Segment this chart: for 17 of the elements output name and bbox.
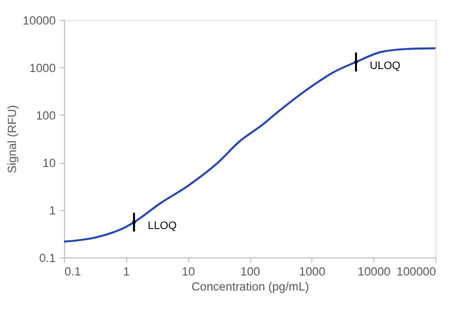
annotation: ULOQ (370, 60, 400, 72)
y-tick-label: 0.1 (39, 250, 56, 265)
x-tick-label: 100 (240, 264, 261, 279)
y-tick-label: 100 (36, 108, 56, 122)
x-tick-label: 1 (123, 264, 130, 279)
y-tick-label: 1000 (29, 60, 56, 75)
y-tick-label: 10000 (22, 13, 56, 28)
y-axis-title: Signal (RFU) (4, 104, 19, 174)
annotation: LLOQ (148, 220, 177, 232)
x-tick-label: 100000 (396, 264, 436, 279)
x-tick-label: 1000 (299, 264, 326, 279)
y-tick-label: 10 (42, 156, 56, 170)
x-tick-label: 10000 (358, 264, 391, 279)
x-tick-label: 0.1 (64, 264, 81, 279)
y-tick-label: 1 (49, 203, 56, 218)
x-axis-title: Concentration (pg/mL) (191, 279, 310, 294)
x-tick-label: 10 (182, 264, 196, 279)
